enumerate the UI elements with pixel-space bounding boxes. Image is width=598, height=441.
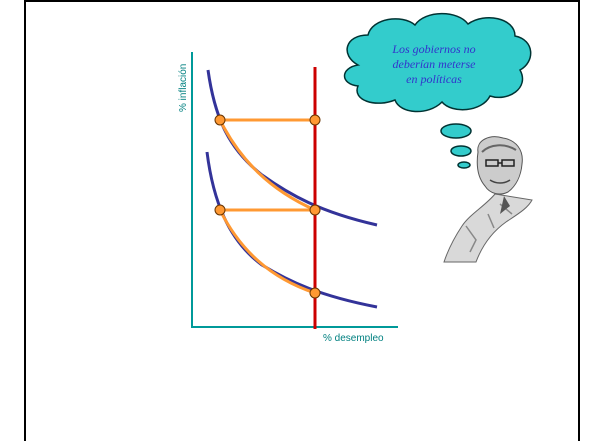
adjustment-curve-upper	[218, 119, 316, 212]
phillips-curve-upper	[206, 69, 378, 227]
point-a	[214, 114, 226, 126]
point-b	[309, 114, 321, 126]
y-axis-label: % inflación	[178, 64, 189, 112]
thought-bubble	[343, 12, 532, 169]
point-e	[309, 287, 321, 299]
economist-portrait-icon	[443, 136, 533, 263]
bubble-text-line-3: en políticas	[406, 72, 462, 86]
bubble-text-line-2: deberían meterse	[393, 57, 477, 71]
point-d	[309, 204, 321, 216]
x-axis-label: % desempleo	[323, 333, 384, 344]
adjustment-curve-lower	[218, 209, 316, 295]
point-c	[214, 204, 226, 216]
bubble-text-line-1: Los gobiernos no	[391, 42, 475, 56]
